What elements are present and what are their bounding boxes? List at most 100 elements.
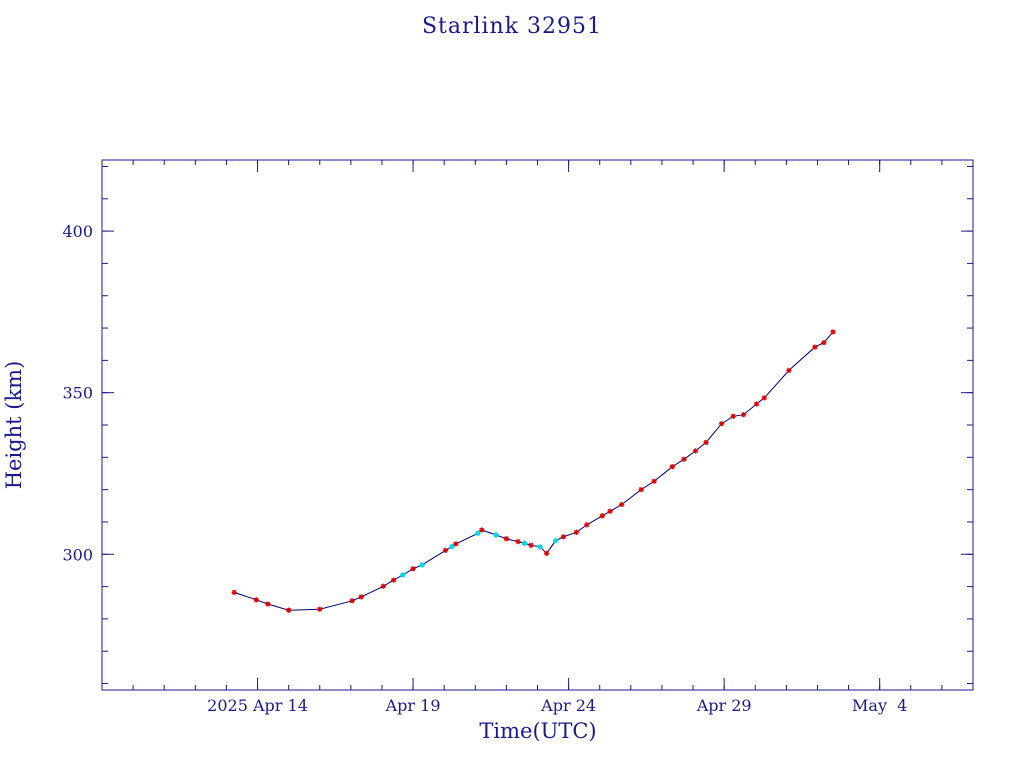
data-point-stroke <box>515 539 521 545</box>
ticks: 2025 Apr 14 Apr 19 Apr 24 Apr 29 May 4 300 350… <box>62 160 974 715</box>
data-point-red <box>265 601 271 607</box>
data-point-red <box>638 487 644 493</box>
data-point-red <box>503 536 509 542</box>
data-markers <box>231 329 836 613</box>
data-point-stroke <box>453 541 459 547</box>
data-point-stroke <box>544 550 549 556</box>
data-point-stroke <box>607 508 613 514</box>
data-point-stroke <box>830 329 836 335</box>
data-point-red <box>753 401 760 407</box>
data-point-red <box>560 534 567 540</box>
data-point-red <box>718 421 725 427</box>
data-point-red <box>703 439 709 446</box>
data-point-red <box>410 566 416 572</box>
data-point-cyan <box>493 532 499 538</box>
data-point-red <box>231 589 237 596</box>
data-point-stroke <box>391 577 397 583</box>
data-point-red <box>380 583 386 589</box>
data-point-stroke <box>693 448 699 454</box>
data-point-stroke <box>231 590 237 595</box>
data-point-red <box>453 541 459 547</box>
data-point-cyan <box>449 543 455 550</box>
data-point-red <box>730 413 736 419</box>
x-tick-label: Apr 24 <box>540 696 596 715</box>
data-point-stroke <box>265 601 271 607</box>
data-point-stroke <box>573 529 579 535</box>
data-point-red <box>391 577 397 583</box>
series-polyline <box>234 331 834 611</box>
data-point-red <box>349 598 355 604</box>
data-point-red <box>693 448 699 454</box>
data-point-stroke <box>730 413 736 419</box>
data-point-stroke <box>651 478 657 484</box>
data-point-stroke <box>681 456 687 462</box>
data-point-stroke <box>812 344 818 350</box>
data-point-stroke <box>349 598 355 604</box>
data-point-stroke <box>754 401 759 407</box>
data-point-red <box>528 542 534 548</box>
data-point-stroke <box>719 421 724 427</box>
data-point-stroke <box>638 487 644 493</box>
data-point-stroke <box>504 536 509 542</box>
axes-frame <box>101 159 974 691</box>
x-tick-label: Apr 29 <box>696 696 752 715</box>
data-point-red <box>479 527 485 533</box>
data-point-red <box>543 550 550 556</box>
data-point-red <box>786 367 792 373</box>
y-tick-label: 350 <box>62 384 93 403</box>
data-point-stroke <box>584 522 590 528</box>
data-point-red <box>830 329 836 335</box>
data-point-stroke <box>443 548 448 553</box>
data-point-cyan <box>419 562 425 568</box>
data-point-red <box>573 529 579 535</box>
data-point-red <box>599 513 605 519</box>
data-point-red <box>286 607 292 613</box>
data-point-stroke <box>528 542 534 548</box>
data-point-cyan <box>537 544 543 550</box>
data-point-stroke <box>741 412 746 418</box>
data-point-stroke <box>821 340 827 345</box>
data-point-stroke <box>599 513 605 519</box>
data-point-red <box>761 395 767 401</box>
y-tick-label: 400 <box>62 222 93 241</box>
y-tick-label: 300 <box>62 545 93 564</box>
x-axis-label: Time(UTC) <box>479 719 596 743</box>
data-point-red <box>681 456 687 462</box>
data-point-red <box>651 478 657 484</box>
chart-title: Starlink 32951 <box>421 14 603 39</box>
data-point-cyan <box>521 540 528 546</box>
data-point-red <box>812 344 818 350</box>
series-line <box>234 331 834 611</box>
plot-border <box>101 159 974 691</box>
x-tick-label: 2025 Apr 14 <box>207 696 308 715</box>
x-tick-label: May 4 <box>852 696 907 715</box>
data-point-cyan <box>475 530 481 536</box>
data-point-red <box>607 508 613 514</box>
data-point-stroke <box>669 464 675 470</box>
data-point-stroke <box>786 367 792 373</box>
data-point-stroke <box>253 597 259 603</box>
data-point-stroke <box>286 607 292 613</box>
data-point-red <box>619 501 625 508</box>
data-point-cyan <box>400 572 406 578</box>
data-point-red <box>821 339 827 346</box>
data-point-red <box>253 597 259 603</box>
data-point-stroke <box>619 502 625 507</box>
data-point-cyan <box>553 538 559 544</box>
data-point-stroke <box>479 527 485 533</box>
data-point-red <box>515 539 521 545</box>
data-point-red <box>584 522 590 528</box>
y-axis-label: Height (km) <box>2 361 26 490</box>
data-point-stroke <box>358 594 364 600</box>
data-point-red <box>740 412 747 418</box>
data-point-red <box>669 464 675 470</box>
data-point-stroke <box>317 606 323 612</box>
data-point-red <box>317 606 323 612</box>
data-point-stroke <box>410 566 416 572</box>
data-point-stroke <box>380 583 386 589</box>
data-point-red <box>358 594 364 600</box>
data-point-stroke <box>703 440 709 445</box>
data-point-stroke <box>761 395 767 401</box>
data-point-red <box>442 547 449 553</box>
